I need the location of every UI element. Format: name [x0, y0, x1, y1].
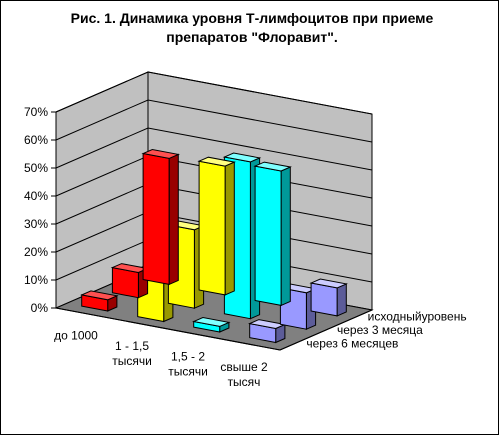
series-label: исходныйуровень [368, 310, 467, 324]
bar-front [142, 152, 170, 286]
category-label: 1 - 1,5 тысячи [112, 339, 152, 368]
category-axis [55, 307, 281, 351]
y-tick-label: 30% [24, 217, 48, 231]
y-tick-label: 20% [24, 245, 48, 259]
bar-top [253, 161, 292, 172]
y-tick-label: 0% [31, 301, 49, 315]
bar-top [309, 278, 348, 289]
category-label: 1,5 - 2 тысячи [168, 349, 208, 378]
category-label-line: свыше 2 [220, 360, 268, 374]
y-tick-label: 60% [24, 133, 48, 147]
bar-front [310, 282, 338, 317]
category-label-line: 1 - 1,5 [115, 339, 149, 353]
bar-side [168, 153, 179, 286]
bar-side [280, 166, 291, 307]
series-axis [279, 309, 373, 351]
bar [110, 263, 150, 299]
category-label-line: тысяч [228, 375, 261, 389]
bar-top [141, 148, 180, 159]
y-tick-label: 40% [24, 189, 48, 203]
series-label: через 3 месяца [337, 323, 423, 337]
bar [192, 316, 231, 333]
category-label-line: тысячи [112, 354, 152, 368]
bar-top [80, 290, 119, 301]
category-label-line: тысячи [168, 364, 208, 378]
bar-side [336, 283, 347, 317]
chart-title-line-2: препаратов "Флоравит". [166, 29, 338, 45]
bar-side [224, 161, 235, 296]
bar [253, 161, 292, 307]
gridline [55, 99, 373, 143]
series-label: через 6 месяцев [306, 336, 398, 350]
bar-front [254, 165, 282, 307]
bar-top [192, 316, 231, 327]
y-tick-label: 70% [24, 105, 48, 119]
bar [197, 156, 236, 296]
bar [141, 148, 180, 286]
category-label: свыше 2 тысяч [220, 360, 268, 389]
bar-front [198, 160, 226, 296]
y-tick-label: 10% [24, 273, 48, 287]
bar-top [222, 152, 262, 163]
bar-top [197, 156, 236, 167]
bar [248, 319, 287, 344]
category-label-line: 1,5 - 2 [171, 349, 205, 363]
gridline [55, 127, 373, 171]
chart-title-line-1: Рис. 1. Динамика уровня Т-лимфоцитов при… [71, 10, 434, 26]
y-tick-label: 50% [24, 161, 48, 175]
bar [309, 278, 348, 317]
bar [80, 290, 119, 312]
gridline [55, 71, 373, 115]
category-label: до 1000 [54, 328, 98, 342]
category-label-line: до 1000 [54, 328, 98, 342]
